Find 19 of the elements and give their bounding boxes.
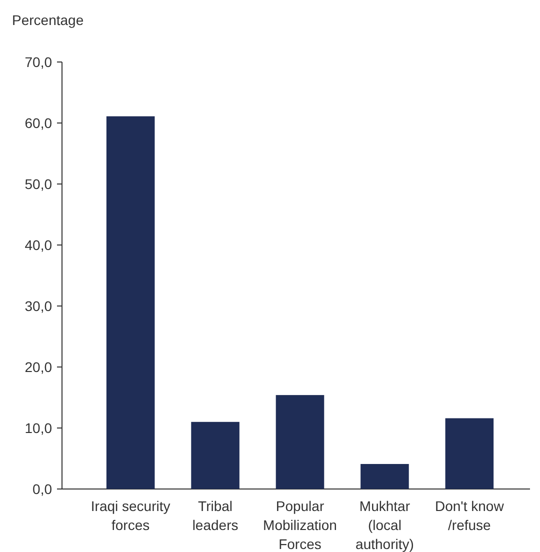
bar xyxy=(191,422,240,489)
bar xyxy=(276,395,324,489)
bar xyxy=(106,116,155,489)
x-tick-label: Tribal leaders xyxy=(192,498,238,533)
y-tick-label: 50,0 xyxy=(24,176,52,192)
y-tick-label: 20,0 xyxy=(24,358,52,375)
y-tick-label: 60,0 xyxy=(24,114,52,131)
y-tick-label: 10,0 xyxy=(24,420,52,436)
y-axis-title: Percentage xyxy=(12,12,84,28)
y-tick-label: 70,0 xyxy=(24,54,52,70)
x-tick-label: Don't know /refuse xyxy=(435,498,505,533)
bar xyxy=(445,418,494,489)
x-tick-label: Popular Mobilization Forces xyxy=(263,498,337,552)
x-tick-label: Iraqi security forces xyxy=(90,498,170,533)
y-tick-label: 30,0 xyxy=(24,298,52,314)
y-tick-label: 40,0 xyxy=(24,236,52,253)
x-tick-label: Mukhtar (local authority) xyxy=(356,498,414,552)
bar xyxy=(360,464,409,489)
y-tick-label: 0,0 xyxy=(32,480,52,497)
